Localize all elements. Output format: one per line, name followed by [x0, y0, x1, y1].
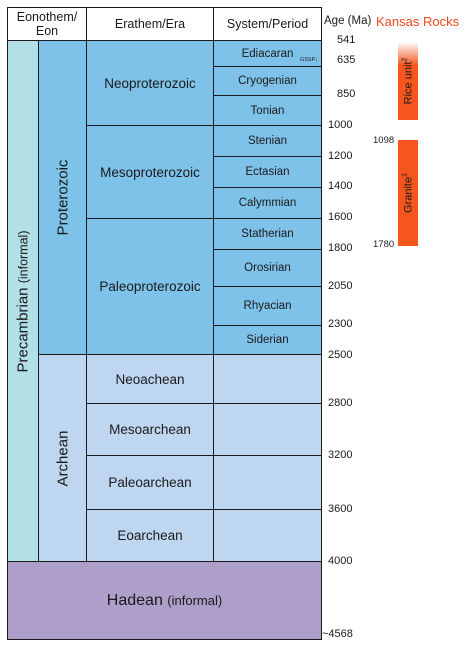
period-stenian-label: Stenian: [247, 135, 287, 147]
period-cryogenian: Cryogenian: [213, 66, 322, 96]
age-label: 2300: [328, 318, 353, 330]
era-neoproterozoic: Neoproterozoic: [86, 40, 214, 126]
period-paleoarchean-blank: [213, 455, 322, 510]
period-ediacaran-label: Ediacaran: [241, 47, 294, 60]
period-ectasian: Ectasian: [213, 156, 322, 188]
age-label: 2500: [328, 349, 353, 361]
era-mesoarchean: Mesoarchean: [86, 403, 214, 456]
age-label: 3600: [328, 503, 353, 515]
granite-top-age: 1098: [373, 135, 395, 146]
header-eon-line1: Eonothem/: [16, 10, 78, 24]
granite-name: Granite: [402, 176, 415, 213]
age-label: 2800: [328, 397, 353, 409]
era-eoarchean: Eoarchean: [86, 509, 214, 562]
period-ectasian-label: Ectasian: [245, 166, 290, 178]
age-label: 2050: [328, 280, 353, 292]
granite-bottom-age: 1780: [373, 239, 395, 250]
precambrian-note: (informal): [16, 229, 31, 283]
age-label: 850: [337, 88, 356, 100]
age-label: 541: [337, 34, 356, 46]
header-age: Age (Ma): [324, 15, 372, 27]
era-paleoarchean: Paleoarchean: [86, 455, 214, 510]
age-label: 3200: [328, 449, 353, 461]
header-period-label: System/Period: [226, 17, 309, 31]
hadean-name: Hadean: [106, 591, 163, 609]
header-period: System/Period: [213, 7, 322, 41]
period-siderian-label: Siderian: [246, 334, 289, 346]
period-mesoarchean-blank: [213, 403, 322, 456]
rice-unit-bar: Rice unit2: [398, 42, 418, 120]
header-era: Erathem/Era: [86, 7, 214, 41]
header-kansas-rocks: Kansas Rocks: [376, 14, 460, 29]
era-neoarchean: Neoachean: [86, 354, 214, 404]
era-neoarchean-label: Neoachean: [115, 371, 185, 387]
period-rhyacian-label: Rhyacian: [243, 300, 292, 312]
period-siderian: Siderian: [213, 325, 322, 355]
era-eoarchean-label: Eoarchean: [117, 528, 183, 543]
granite-label: Granite1: [402, 173, 415, 213]
age-label: 4000: [328, 555, 353, 567]
age-label: 1400: [328, 180, 353, 192]
age-label: 635: [337, 54, 356, 66]
period-eoarchean-blank: [213, 509, 322, 562]
period-rhyacian: Rhyacian: [213, 286, 322, 326]
age-label: 1200: [328, 150, 353, 162]
period-cryogenian-label: Cryogenian: [238, 75, 297, 87]
era-mesoarchean-label: Mesoarchean: [109, 422, 191, 437]
proterozoic-eon: Proterozoic: [38, 40, 87, 355]
header-era-label: Erathem/Era: [114, 17, 186, 31]
age-label: 1000: [328, 119, 353, 131]
age-label: ~4568: [322, 628, 353, 640]
rice-unit-sup: 2: [401, 57, 409, 62]
era-neoproterozoic-label: Neoproterozoic: [104, 75, 196, 91]
header-eon: Eonothem/ Eon: [7, 7, 87, 41]
period-ediacaran: Ediacaran GSSP↓: [213, 40, 322, 67]
period-calymmian-label: Calymmian: [238, 197, 297, 209]
period-stenian: Stenian: [213, 125, 322, 157]
era-paleoarchean-label: Paleoarchean: [108, 475, 192, 490]
rice-unit-name: Rice unit: [402, 61, 415, 105]
era-paleoproterozoic-label: Paleoproterozoic: [99, 279, 201, 294]
granite-sup: 1: [401, 173, 409, 177]
gssp-label: GSSP: [299, 57, 316, 63]
hadean-eon: Hadean (informal): [7, 561, 322, 640]
rice-unit-label: Rice unit2: [402, 58, 415, 105]
period-statherian: Statherian: [213, 218, 322, 250]
period-tonian: Tonian: [213, 95, 322, 126]
period-statherian-label: Statherian: [241, 228, 294, 240]
period-orosirian: Orosirian: [213, 249, 322, 287]
period-orosirian-label: Orosirian: [244, 262, 291, 274]
granite-bar: Granite1: [398, 140, 418, 246]
age-label: 1600: [328, 211, 353, 223]
proterozoic-label: Proterozoic: [54, 159, 71, 236]
era-mesoproterozoic: Mesoproterozoic: [86, 125, 214, 219]
archean-eon: Archean: [38, 354, 87, 562]
header-eon-line2: Eon: [35, 24, 59, 38]
age-label: 1800: [328, 242, 353, 254]
period-neoarchean-blank: [213, 354, 322, 404]
archean-label: Archean: [54, 430, 71, 486]
era-mesoproterozoic-label: Mesoproterozoic: [100, 164, 200, 180]
gssp-marker: GSSP↓: [299, 57, 318, 63]
period-tonian-label: Tonian: [250, 104, 285, 117]
precambrian-label: Precambrian (informal): [15, 230, 32, 372]
hadean-note: (informal): [167, 593, 223, 608]
precambrian-eon: Precambrian (informal): [7, 40, 39, 562]
era-paleoproterozoic: Paleoproterozoic: [86, 218, 214, 355]
precambrian-name: Precambrian: [14, 286, 32, 373]
period-calymmian: Calymmian: [213, 187, 322, 219]
